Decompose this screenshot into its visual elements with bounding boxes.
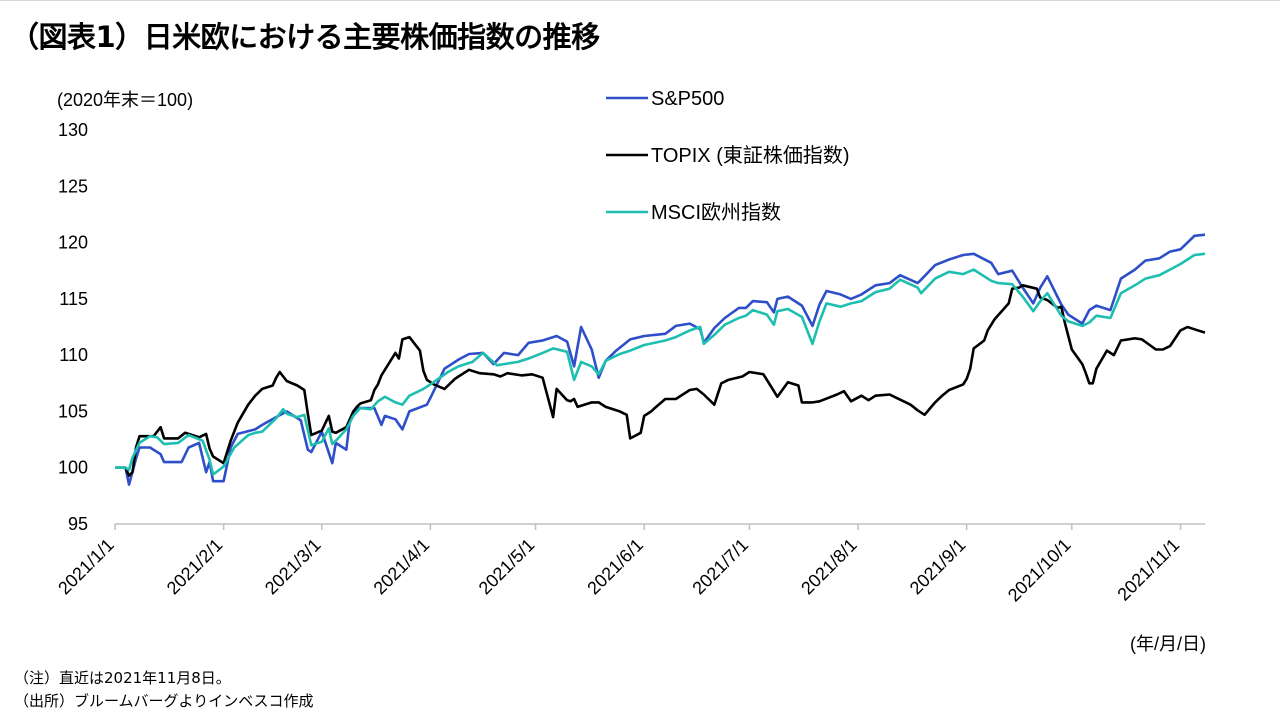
x-tick-label: 2021/3/1: [261, 535, 325, 599]
x-tick-label: 2021/9/1: [906, 535, 970, 599]
legend-label: MSCI欧州指数: [651, 201, 781, 224]
y-axis: 95 100 105 110 115 120 125 130: [58, 120, 88, 534]
y-tick-label: 120: [58, 233, 88, 253]
chart-title: （図表1）日米欧における主要株価指数の推移: [10, 20, 600, 54]
x-tick-label: 2021/7/1: [689, 535, 753, 599]
y-axis-label: (2020年末＝100): [57, 90, 193, 110]
x-tick-label: 2021/10/1: [1004, 535, 1075, 606]
x-tick-label: 2021/1/1: [54, 535, 118, 599]
footnote-source: （出所）ブルームバーグよりインベスコ作成: [14, 692, 314, 710]
legend-label: TOPIX (東証株価指数): [651, 144, 850, 167]
y-tick-label: 100: [58, 458, 88, 478]
series-line: [115, 233, 1206, 486]
y-tick-label: 105: [58, 401, 88, 421]
x-axis-label: (年/月/日): [1130, 634, 1206, 654]
series-line: [115, 283, 1206, 477]
series-line: [115, 252, 1206, 476]
legend-label: S&P500: [651, 88, 724, 110]
x-tick-label: 2021/8/1: [797, 535, 861, 599]
footnote-note: （注）直近は2021年11月8日。: [14, 669, 231, 687]
legend: S&P500 TOPIX (東証株価指数) MSCI欧州指数: [606, 88, 850, 224]
y-tick-label: 110: [59, 345, 88, 365]
x-tick-label: 2021/2/1: [163, 535, 227, 599]
y-tick-label: 95: [68, 514, 88, 534]
y-tick-label: 130: [58, 120, 88, 140]
x-tick-label: 2021/6/1: [583, 535, 647, 599]
y-tick-label: 125: [58, 176, 88, 196]
top-rule: [0, 0, 1280, 1]
x-tick-label: 2021/11/1: [1113, 535, 1183, 605]
x-axis: 2021/1/1 2021/2/1 2021/3/1 2021/4/1 2021/5/1…: [54, 523, 1205, 606]
x-tick-label: 2021/4/1: [370, 535, 434, 599]
x-tick-label: 2021/5/1: [475, 535, 539, 599]
y-tick-label: 115: [59, 289, 88, 309]
series-layer: [115, 233, 1206, 486]
